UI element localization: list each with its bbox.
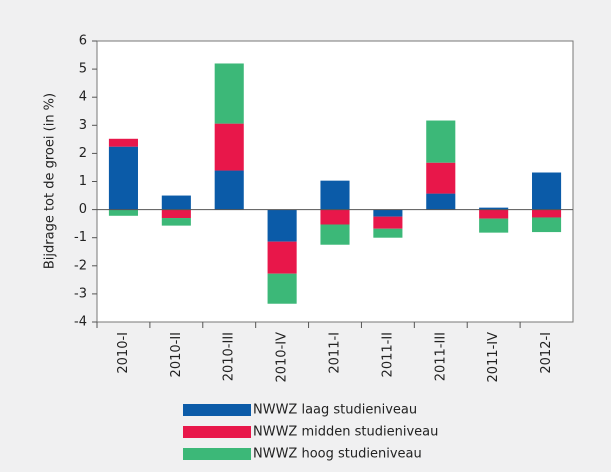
y-tick-label: -1 <box>74 230 87 245</box>
x-tick-label: 2011-IV <box>486 332 501 383</box>
legend-swatch <box>183 448 251 460</box>
bar-segment <box>161 195 191 210</box>
bar-segment <box>320 209 350 225</box>
x-tick-label: 2012-I <box>539 332 554 374</box>
bar-segment <box>532 209 562 218</box>
y-tick-label: 0 <box>79 202 87 217</box>
y-axis-label: Bijdrage tot de groei (in %) <box>43 93 58 269</box>
bar-segment <box>214 63 244 124</box>
bar-segment <box>373 216 403 229</box>
x-tick-label: 2011-II <box>380 332 395 377</box>
legend-swatch <box>183 426 251 438</box>
bar-segment <box>214 123 244 171</box>
bar-segment <box>161 209 191 219</box>
bar-segment <box>426 162 456 194</box>
x-tick-label: 2010-II <box>169 332 184 377</box>
legend-label: NWWZ hoog studieniveau <box>253 447 422 462</box>
x-tick-label: 2010-IV <box>275 332 290 383</box>
legend-swatch <box>183 404 251 416</box>
y-tick-label: 1 <box>79 174 87 189</box>
bar-segment <box>267 241 297 274</box>
bar-segment <box>267 273 297 304</box>
y-tick-label: 6 <box>79 34 87 49</box>
y-tick-label: 2 <box>79 146 87 161</box>
y-tick-label: -4 <box>74 315 87 330</box>
bar-segment <box>161 218 191 226</box>
legend-label: NWWZ laag studieniveau <box>253 403 417 418</box>
bar-segment <box>108 209 138 216</box>
bar-segment <box>267 209 297 242</box>
y-tick-label: 3 <box>79 118 87 133</box>
y-tick-label: -3 <box>74 286 87 301</box>
bar-segment <box>426 120 456 163</box>
y-tick-label: 4 <box>79 90 87 105</box>
bar-segment <box>532 217 562 233</box>
bar-segment <box>479 209 509 219</box>
y-tick-label: -2 <box>74 258 87 273</box>
bar-segment <box>532 172 562 210</box>
bar-segment <box>426 193 456 210</box>
bar-segment <box>108 146 138 210</box>
bar-segment <box>108 138 138 147</box>
bar-segment <box>214 170 244 210</box>
x-tick-label: 2011-I <box>328 332 343 374</box>
bar-segment <box>373 228 403 238</box>
bar-segment <box>320 180 350 210</box>
bar-segment <box>373 209 403 217</box>
x-tick-label: 2010-III <box>222 332 237 381</box>
bar-segment <box>479 218 509 233</box>
bar-segment <box>320 224 350 245</box>
y-tick-label: 5 <box>79 62 87 77</box>
legend-label: NWWZ midden studieniveau <box>253 425 438 440</box>
x-tick-label: 2010-I <box>116 332 131 374</box>
bar-segment <box>479 207 509 210</box>
x-tick-label: 2011-III <box>433 332 448 381</box>
